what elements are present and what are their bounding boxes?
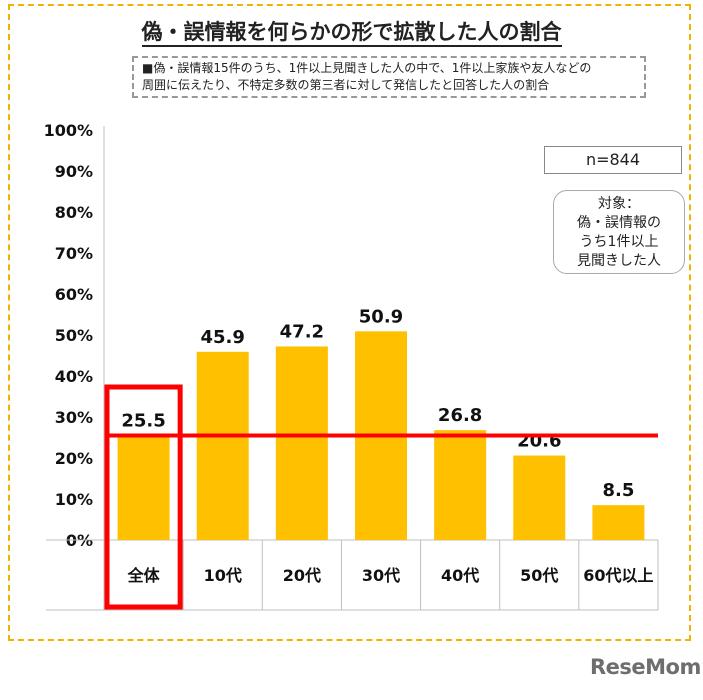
brand-logo: ReseMom [590,655,701,679]
y-tick-label: 100% [44,121,93,140]
chart-frame [8,4,691,641]
x-tick-label: 10代 [204,566,242,585]
x-tick-label: 全体 [127,566,161,585]
y-tick-label: 90% [55,162,93,181]
y-tick-label: 40% [55,367,93,386]
y-tick-label: 20% [55,449,93,468]
bar [117,435,170,540]
data-label: 25.5 [121,410,165,431]
y-tick-label: 30% [55,408,93,427]
data-label: 47.2 [280,321,324,342]
note-line-1: ■偽・誤情報15件のうち、1件以上見聞きした人の中で、1件以上家族や友人などの [142,61,592,75]
note-box: ■偽・誤情報15件のうち、1件以上見聞きした人の中で、1件以上家族や友人などの … [132,56,646,98]
y-tick-label: 80% [55,203,93,222]
highlight-box [104,384,183,610]
y-tick-label: 60% [55,285,93,304]
chart-title-wrap: 偽・誤情報を何らかの形で拡散した人の割合 [0,16,703,47]
x-tick-label: 20代 [283,566,321,585]
data-label: 45.9 [201,327,245,348]
note-line-2: 周囲に伝えたり、不特定多数の第三者に対して発信したと回答した人の割合 [142,78,550,92]
data-label: 50.9 [359,306,403,327]
x-tick-label: 30代 [362,566,400,585]
x-tick-label: 50代 [520,566,558,585]
y-tick-label: 50% [55,326,93,345]
y-tick-label: 70% [55,244,93,263]
target-line-4: 見聞きした人 [577,253,661,269]
target-box: 対象： 偽・誤情報の うち1件以上 見聞きした人 [553,190,685,274]
bar [592,505,645,540]
target-line-2: 偽・誤情報の [577,215,661,231]
bar [196,351,249,540]
data-label: 8.5 [602,480,634,501]
bar [275,346,328,540]
sample-size-box: n=844 [544,146,682,174]
chart-title: 偽・誤情報を何らかの形で拡散した人の割合 [141,20,562,47]
x-tick-label: 40代 [441,566,479,585]
bar [513,455,566,540]
target-line-3: うち1件以上 [579,234,659,250]
data-label: 26.8 [438,405,482,426]
bar [434,430,487,540]
y-tick-label: 10% [55,490,93,509]
x-tick-label: 60代以上 [583,566,653,585]
target-line-1: 対象： [598,196,640,212]
